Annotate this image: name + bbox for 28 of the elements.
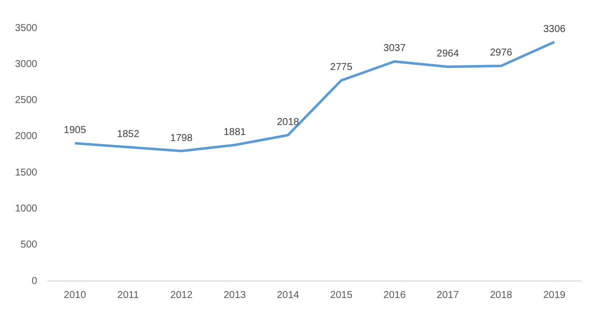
x-tick-label: 2011 — [117, 290, 140, 301]
data-label: 3037 — [383, 43, 406, 54]
y-tick-label: 0 — [32, 276, 38, 287]
data-label: 2018 — [276, 116, 300, 128]
y-tick-label: 3000 — [14, 58, 38, 70]
data-label: 2976 — [490, 48, 513, 59]
x-tick-label: 2015 — [330, 290, 353, 301]
x-tick-label: 2014 — [276, 290, 300, 301]
y-tick-label: 2000 — [14, 131, 38, 142]
data-label: 3306 — [543, 24, 566, 35]
data-label: 1852 — [117, 128, 140, 140]
x-tick-label: 2010 — [64, 290, 86, 301]
y-tick-label: 1000 — [14, 203, 38, 214]
data-label: 1798 — [170, 132, 193, 144]
x-tick-label: 2012 — [170, 290, 193, 301]
data-label: 1905 — [64, 125, 86, 136]
data-label: 2964 — [436, 48, 460, 60]
data-label: 2775 — [330, 62, 353, 74]
data-label: 1881 — [224, 126, 246, 138]
x-tick-label: 2013 — [224, 290, 246, 301]
y-tick-label: 3500 — [14, 22, 38, 34]
x-tick-label: 2017 — [436, 290, 460, 301]
x-tick-label: 2019 — [543, 290, 566, 301]
x-tick-label: 2018 — [490, 290, 513, 301]
x-tick-label: 2016 — [383, 290, 406, 301]
y-tick-label: 2500 — [14, 95, 38, 106]
y-tick-label: 500 — [20, 240, 38, 251]
y-tick-label: 1500 — [14, 167, 38, 178]
